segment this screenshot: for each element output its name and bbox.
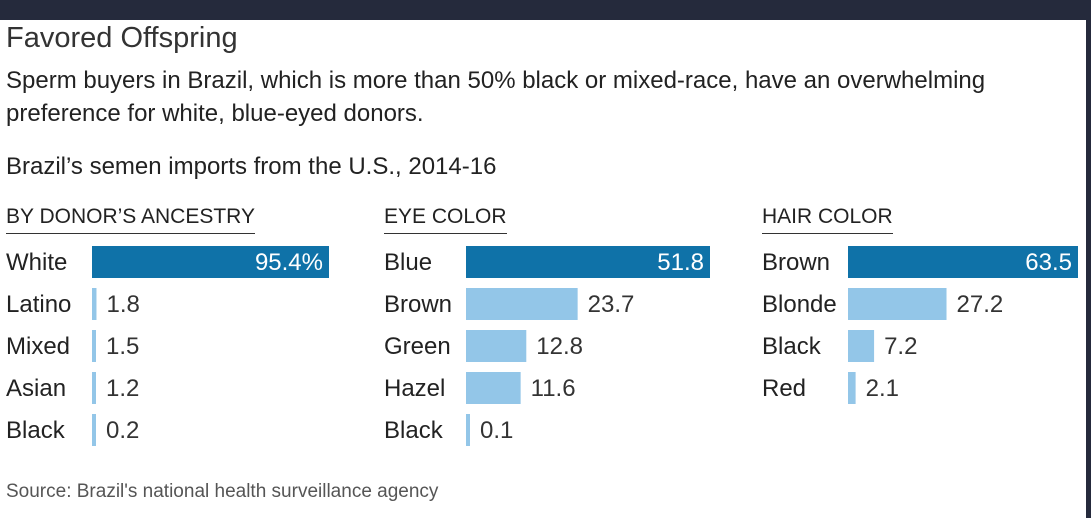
category-label: Green: [384, 333, 451, 360]
value-label: 27.2: [957, 291, 1004, 318]
category-label: Brown: [384, 291, 452, 318]
bar: [92, 330, 96, 362]
value-label: 2.1: [866, 375, 899, 402]
category-label: Asian: [6, 375, 66, 402]
bar: [848, 372, 856, 404]
value-label: 1.8: [106, 291, 139, 318]
bar: [466, 246, 710, 278]
bar: [466, 414, 470, 446]
hair-color-header: HAIR COLOR: [762, 205, 893, 234]
value-label: 0.1: [480, 417, 513, 444]
chart-heading: Brazil’s semen imports from the U.S., 20…: [6, 153, 497, 180]
bar: [92, 288, 97, 320]
category-label: Black: [6, 417, 66, 444]
category-label: Blonde: [762, 291, 837, 318]
bar-charts: White 95.4% Latino 1.8 Mixed 1.5 Asian 1.2 Black…: [6, 246, 1078, 446]
value-label: 51.8: [657, 249, 704, 276]
category-label: Mixed: [6, 333, 70, 360]
chart-title: Favored Offspring: [6, 22, 238, 54]
ancestry-header: BY DONOR’S ANCESTRY: [6, 205, 255, 234]
bar: [848, 246, 1078, 278]
value-label: 11.6: [531, 375, 576, 402]
category-label: Latino: [6, 291, 71, 318]
chart-panel: Favored Offspring Sperm buyers in Brazil…: [0, 20, 1086, 518]
source-note: Source: Brazil's national health surveil…: [6, 481, 439, 502]
bar: [92, 372, 96, 404]
value-label: 1.5: [106, 333, 139, 360]
value-label: 7.2: [884, 333, 917, 360]
bar: [466, 330, 527, 362]
eye-color-header: EYE COLOR: [384, 205, 507, 234]
bar: [848, 288, 947, 320]
value-label: 12.8: [536, 333, 583, 360]
value-label: 95.4%: [255, 249, 323, 276]
category-label: Hazel: [384, 375, 445, 402]
category-label: Black: [762, 333, 822, 360]
category-label: Red: [762, 375, 806, 402]
bar: [92, 246, 329, 278]
value-label: 0.2: [106, 417, 139, 444]
bar: [92, 414, 96, 446]
bar: [466, 288, 578, 320]
bar: [848, 330, 875, 362]
category-label: Blue: [384, 249, 432, 276]
category-label: White: [6, 249, 67, 276]
value-label: 63.5: [1025, 249, 1072, 276]
chart-subtitle: Sperm buyers in Brazil, which is more th…: [6, 67, 986, 127]
category-label: Black: [384, 417, 444, 444]
bar: [466, 372, 521, 404]
category-label: Brown: [762, 249, 830, 276]
value-label: 1.2: [106, 375, 139, 402]
value-label: 23.7: [588, 291, 635, 318]
